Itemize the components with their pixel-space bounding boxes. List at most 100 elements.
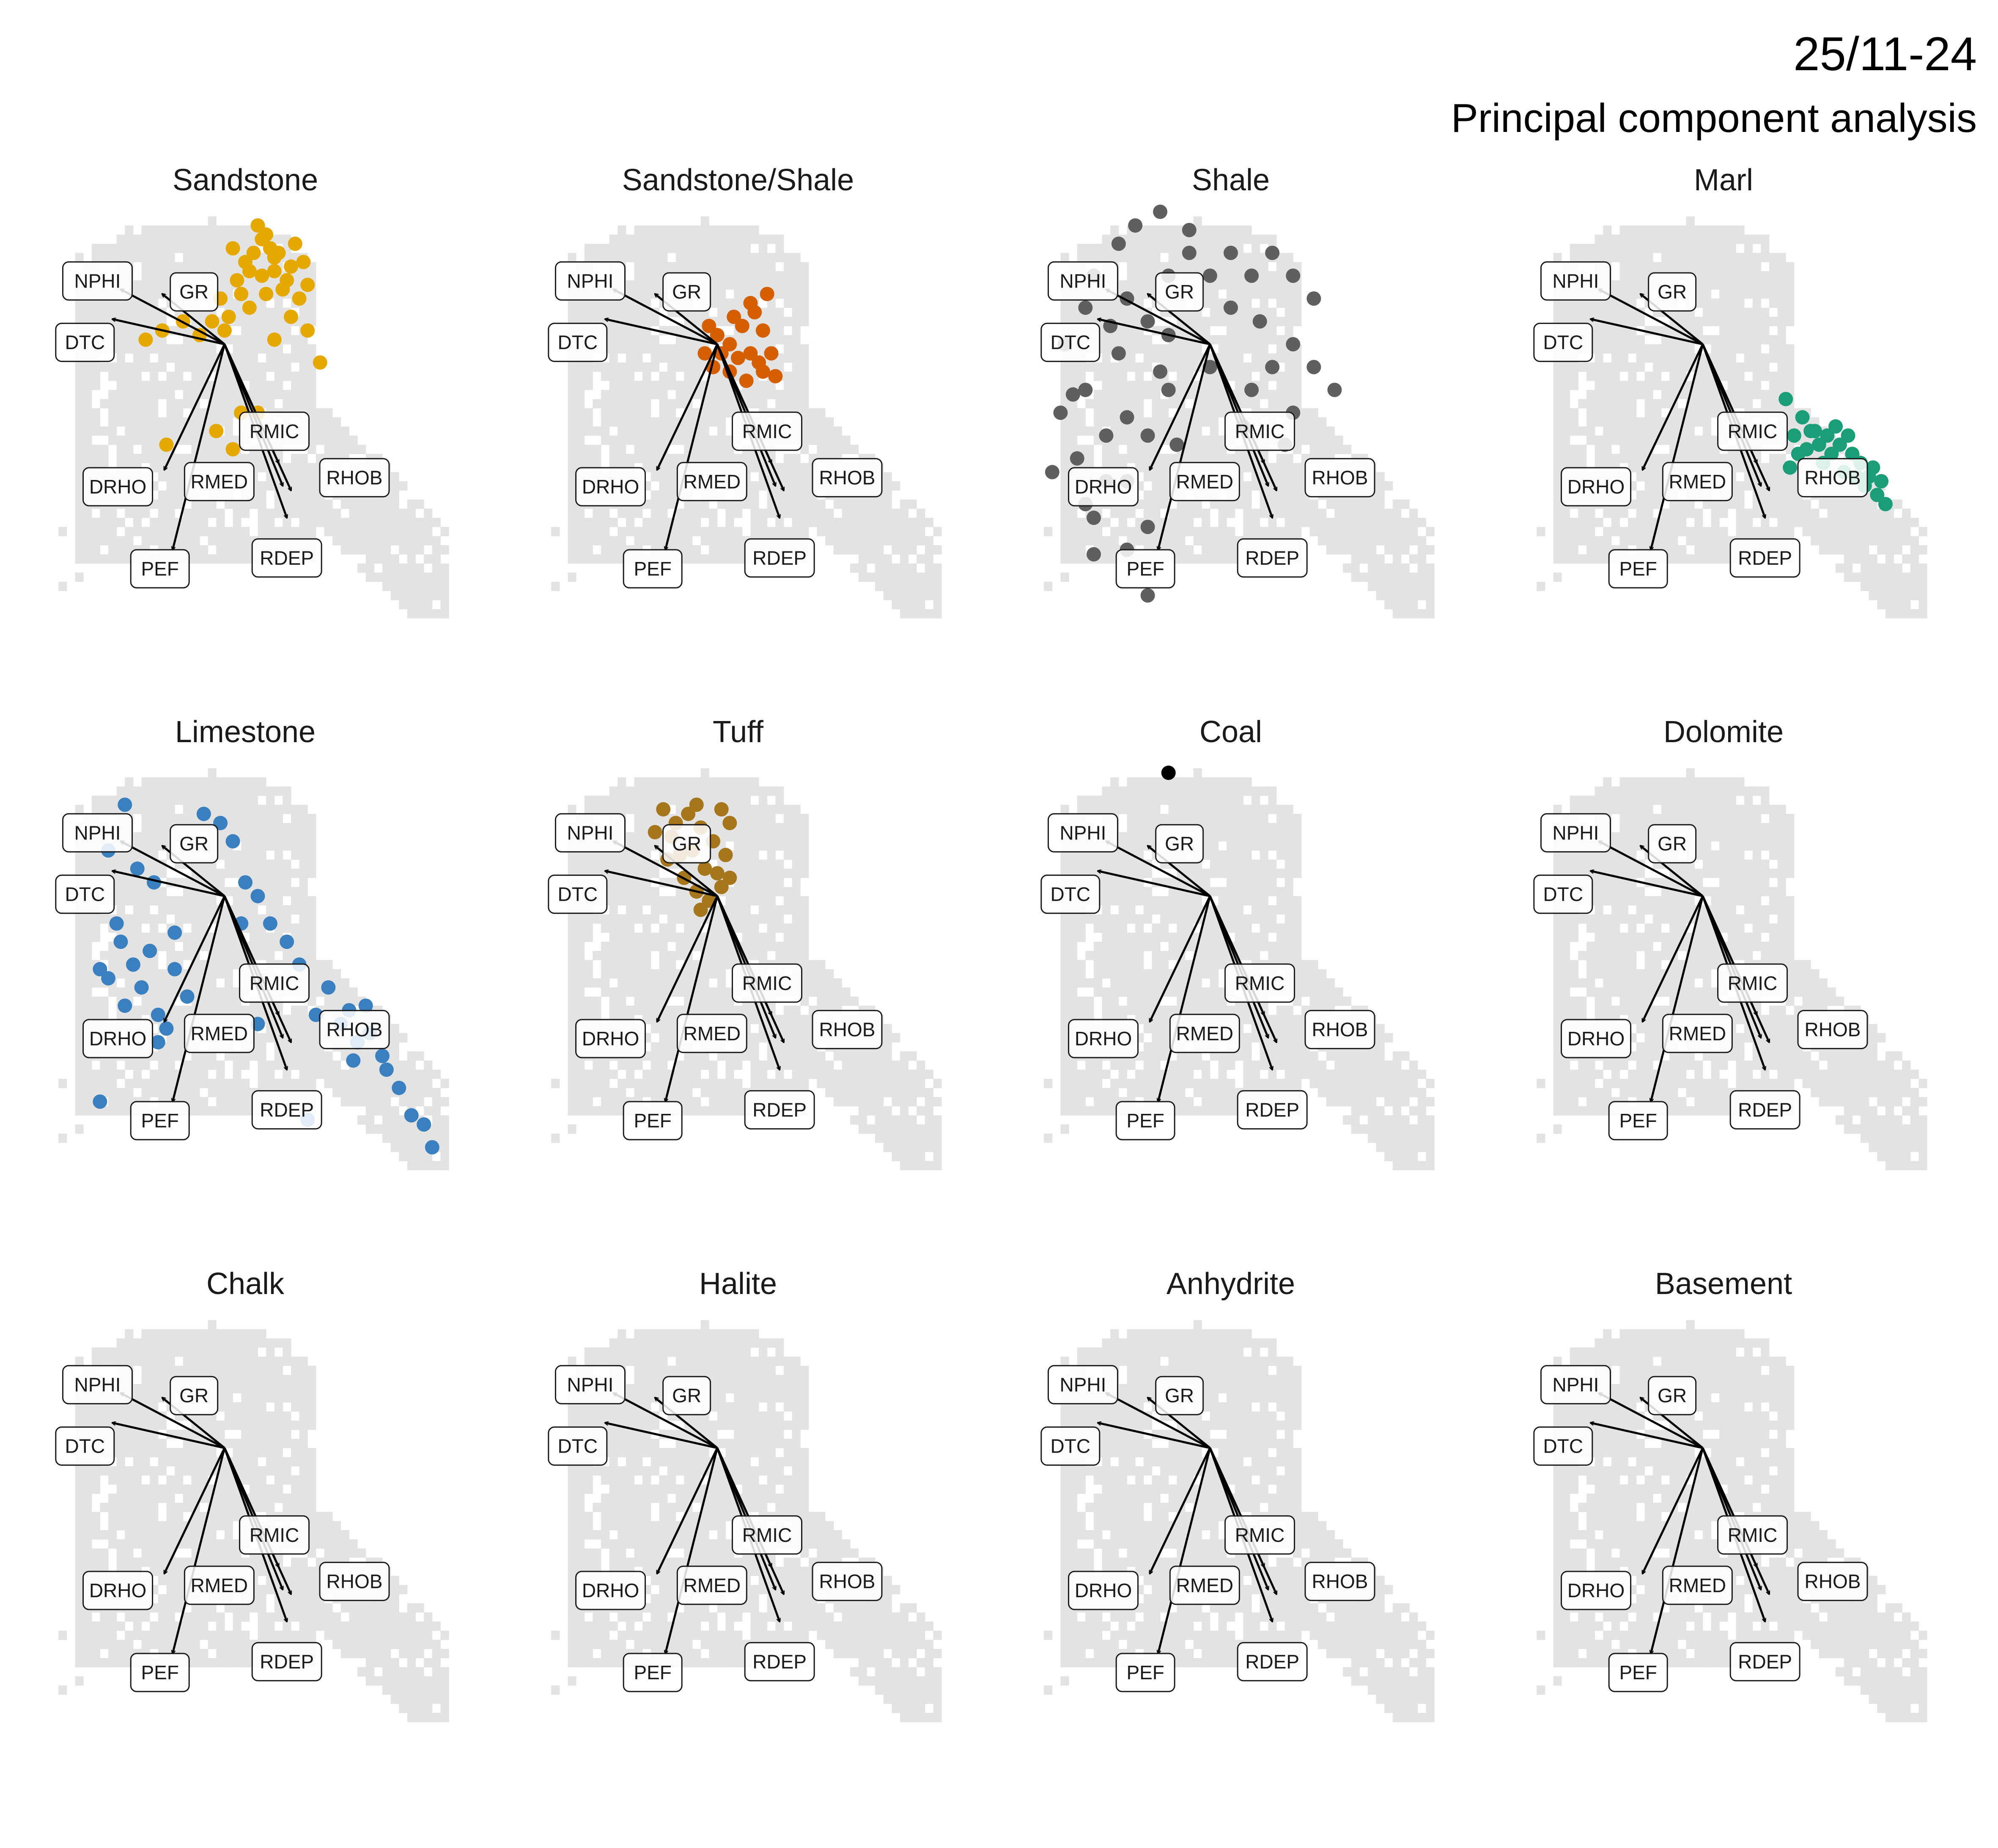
background-cell bbox=[925, 563, 933, 573]
background-cell bbox=[200, 527, 209, 537]
background-cell bbox=[800, 518, 809, 527]
background-cell bbox=[817, 444, 826, 454]
background-cell bbox=[407, 581, 416, 591]
background-cell bbox=[1553, 390, 1562, 400]
background-cell bbox=[283, 353, 291, 363]
label-text: RMIC bbox=[742, 420, 792, 442]
background-cell bbox=[116, 390, 125, 400]
background-cell bbox=[1168, 536, 1177, 546]
background-cell bbox=[717, 307, 726, 317]
background-cell bbox=[650, 426, 659, 436]
background-cell bbox=[1761, 244, 1770, 253]
background-cell bbox=[1595, 381, 1603, 390]
background-cell bbox=[1326, 426, 1335, 436]
background-cell bbox=[833, 444, 842, 454]
background-cell bbox=[249, 362, 258, 372]
background-cell bbox=[1644, 244, 1653, 253]
background-cell bbox=[1260, 371, 1268, 381]
background-cell bbox=[850, 499, 859, 509]
background-cell bbox=[1628, 454, 1637, 463]
label-text: NPHI bbox=[1553, 270, 1599, 292]
background-cell bbox=[191, 244, 200, 253]
background-cell bbox=[83, 362, 92, 372]
background-cell bbox=[1268, 317, 1277, 326]
background-cell bbox=[1127, 390, 1136, 400]
background-cell bbox=[650, 353, 659, 363]
background-cell bbox=[125, 244, 134, 253]
background-cell bbox=[684, 244, 693, 253]
background-cell bbox=[618, 234, 626, 244]
background-cell bbox=[374, 573, 383, 582]
background-cell bbox=[1769, 463, 1778, 472]
background-cell bbox=[1085, 244, 1094, 253]
background-cell bbox=[1611, 399, 1620, 409]
background-cell bbox=[1885, 563, 1894, 573]
background-cell bbox=[1686, 244, 1695, 253]
loading-label-rhob: RHOB bbox=[1304, 458, 1375, 498]
background-cell bbox=[432, 536, 441, 546]
background-cell bbox=[166, 244, 175, 253]
background-cell bbox=[1318, 518, 1327, 527]
background-cell bbox=[83, 390, 92, 400]
background-cell bbox=[116, 253, 125, 263]
background-cell bbox=[1910, 573, 1919, 582]
background-cell bbox=[241, 536, 250, 546]
background-cell bbox=[618, 225, 626, 235]
background-cell bbox=[917, 591, 925, 600]
data-point bbox=[225, 442, 240, 457]
background-cell bbox=[390, 581, 399, 591]
background-cell bbox=[684, 499, 693, 509]
background-cell bbox=[440, 609, 449, 619]
background-cell bbox=[1227, 326, 1235, 335]
background-cell bbox=[125, 307, 134, 317]
background-cell bbox=[1769, 280, 1778, 290]
background-cell bbox=[1736, 280, 1745, 290]
background-cell bbox=[850, 518, 859, 527]
background-cell bbox=[75, 1014, 84, 1024]
background-cell bbox=[650, 536, 659, 546]
background-cell bbox=[1611, 390, 1620, 400]
background-cell bbox=[390, 472, 399, 482]
background-cell bbox=[1603, 244, 1612, 253]
background-cell bbox=[742, 262, 751, 271]
background-cell bbox=[667, 234, 676, 244]
background-cell bbox=[725, 536, 734, 546]
background-cell bbox=[1694, 554, 1703, 564]
background-cell bbox=[1094, 371, 1103, 381]
background-cell bbox=[200, 508, 209, 518]
background-cell bbox=[1836, 563, 1844, 573]
background-cell bbox=[1160, 454, 1169, 463]
label-text: DRHO bbox=[1075, 476, 1132, 498]
data-point bbox=[731, 351, 745, 365]
background-cell bbox=[108, 527, 117, 537]
background-cell bbox=[1702, 271, 1712, 281]
background-cell bbox=[1326, 518, 1335, 527]
background-cell bbox=[175, 234, 184, 244]
background-cell bbox=[1284, 326, 1293, 335]
background-cell bbox=[216, 527, 225, 537]
background-cell bbox=[1085, 536, 1094, 546]
background-cell bbox=[1586, 371, 1595, 381]
background-cell bbox=[659, 436, 668, 445]
background-cell bbox=[717, 271, 726, 281]
background-cell bbox=[1644, 344, 1653, 354]
background-cell bbox=[1727, 271, 1736, 281]
background-cell bbox=[407, 508, 416, 518]
background-cell bbox=[1619, 244, 1628, 253]
background-cell bbox=[75, 960, 84, 970]
background-cell bbox=[332, 426, 341, 436]
background-cell bbox=[684, 527, 693, 537]
background-cell bbox=[1309, 499, 1318, 509]
background-cell bbox=[1268, 527, 1277, 537]
background-cell bbox=[667, 481, 676, 491]
background-cell bbox=[224, 417, 233, 427]
background-cell bbox=[650, 444, 659, 454]
background-cell bbox=[1069, 417, 1078, 427]
background-cell bbox=[158, 280, 167, 290]
background-cell bbox=[1293, 353, 1302, 363]
background-cell bbox=[183, 326, 192, 335]
background-cell bbox=[1719, 271, 1728, 281]
background-cell bbox=[1127, 244, 1136, 253]
label-text: DTC bbox=[558, 332, 598, 354]
background-cell bbox=[568, 518, 576, 527]
